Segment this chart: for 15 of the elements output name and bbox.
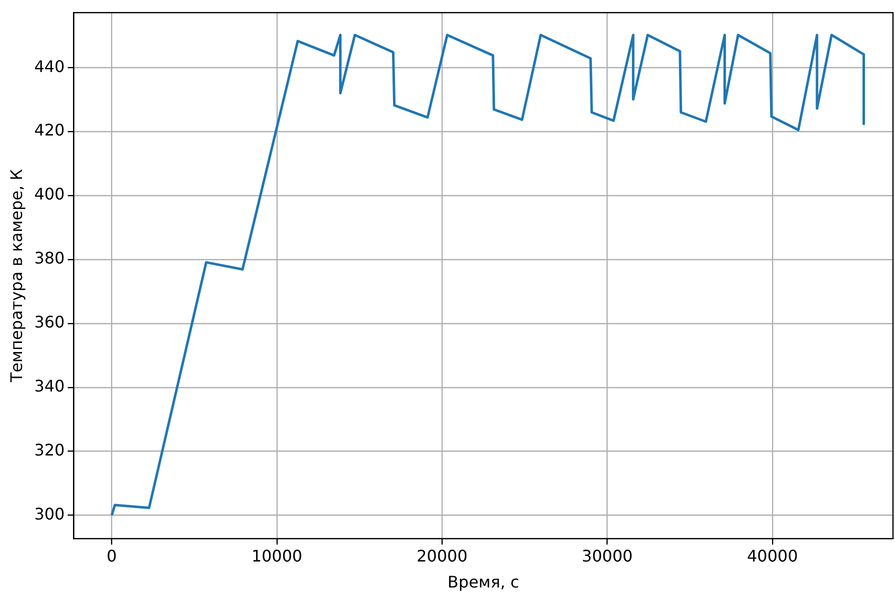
y-tick-label: 440 — [34, 56, 65, 76]
y-axis-title: Температура в камере, К — [6, 168, 26, 384]
x-tick-label: 20000 — [416, 546, 468, 566]
x-axis-title: Время, с — [448, 572, 520, 592]
y-tick-label: 320 — [34, 440, 65, 460]
y-tick-label: 360 — [34, 312, 65, 332]
y-tick-label: 300 — [34, 504, 65, 524]
x-tick-label: 40000 — [746, 546, 798, 566]
x-tick-label: 30000 — [582, 546, 633, 566]
x-tick-label: 10000 — [251, 546, 302, 566]
x-tick-label: 0 — [106, 546, 117, 566]
y-tick-label: 400 — [34, 184, 65, 204]
y-tick-label: 380 — [34, 248, 65, 268]
y-tick-label: 420 — [34, 120, 65, 140]
y-tick-label: 340 — [34, 376, 65, 396]
